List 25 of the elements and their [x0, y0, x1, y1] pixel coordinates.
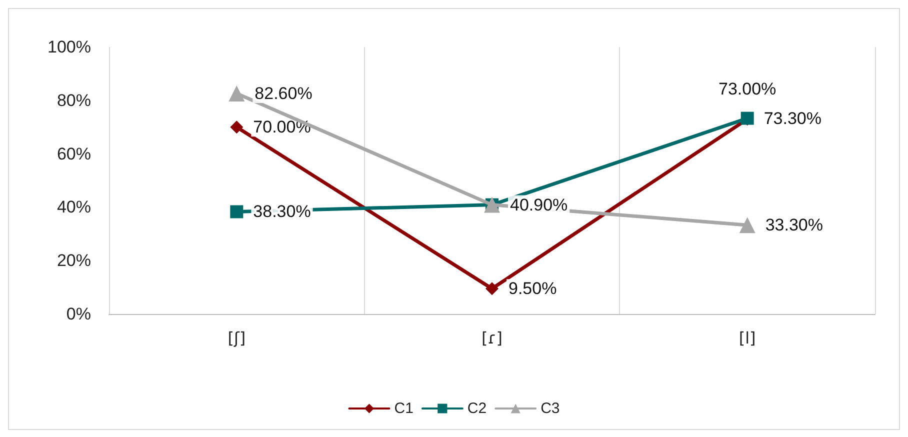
- data-label: 33.30%: [765, 216, 824, 235]
- data-label: 82.60%: [254, 84, 312, 103]
- point: [230, 205, 244, 218]
- x-tick-label: [ʃ]: [228, 328, 246, 348]
- point: [486, 282, 498, 296]
- data-label: 73.00%: [718, 80, 776, 99]
- point: [230, 120, 244, 134]
- y-tick-label: 0%: [66, 304, 91, 324]
- point: [739, 217, 756, 234]
- data-label: 40.90%: [510, 195, 568, 214]
- x-tick-label: [ɾ]: [482, 328, 502, 348]
- data-label: 38.30%: [253, 202, 311, 222]
- data-label: 9.50%: [508, 279, 557, 298]
- data-label: 73.30%: [764, 108, 822, 128]
- legend-label: C2: [467, 400, 487, 417]
- point: [228, 85, 245, 102]
- y-tick-label: 40%: [56, 198, 91, 217]
- y-tick-label: 100%: [48, 38, 91, 56]
- y-tick-label: 60%: [56, 144, 91, 164]
- x-tick-label: [l]: [738, 328, 756, 348]
- y-tick-label: 80%: [56, 90, 91, 110]
- y-tick-label: 20%: [56, 251, 91, 270]
- legend-label: C1: [394, 400, 414, 417]
- legend-label: C3: [540, 400, 560, 417]
- data-label: 70.00%: [253, 118, 311, 137]
